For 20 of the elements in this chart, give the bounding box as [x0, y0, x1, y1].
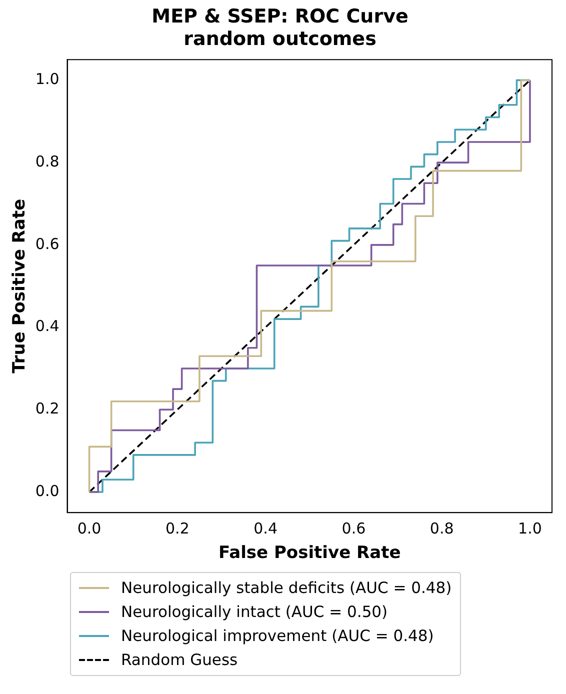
legend-label: Neurologically intact (AUC = 0.50)	[121, 603, 388, 621]
legend-label: Neurologically stable deficits (AUC = 0.48)	[121, 579, 452, 597]
y-tick-label: 0.8	[35, 152, 60, 170]
x-tick-label: 0.0	[77, 519, 102, 538]
legend-label: Random Guess	[121, 651, 238, 669]
x-tick-label: 0.4	[254, 519, 278, 538]
x-tick-label: 0.6	[342, 519, 366, 538]
y-tick-label: 0.0	[35, 482, 60, 500]
text: MEP & SSEP: ROC Curve	[152, 5, 408, 28]
x-tick-label: 0.2	[165, 519, 190, 538]
x-axis-title: False Positive Rate	[218, 543, 401, 564]
y-tick-label: 0.2	[35, 400, 60, 418]
y-tick-label: 0.6	[35, 234, 60, 253]
y-axis-title: True Positive Rate	[10, 198, 30, 374]
y-tick-label: 0.4	[35, 317, 60, 336]
legend-label: Neurological improvement (AUC = 0.48)	[121, 627, 434, 645]
y-tick-label: 1.0	[35, 70, 60, 88]
x-tick-label: 0.8	[430, 519, 454, 538]
text: random outcomes	[184, 28, 376, 50]
x-tick-label: 1.0	[518, 519, 542, 538]
